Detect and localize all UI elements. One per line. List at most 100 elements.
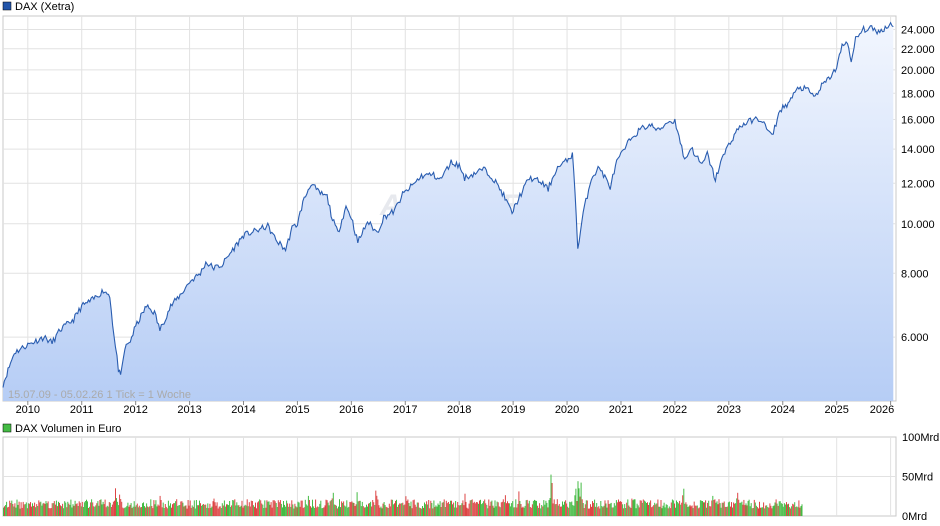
volume-bar: [568, 507, 570, 516]
volume-bar: [458, 505, 460, 516]
volume-bar: [91, 499, 93, 516]
volume-bar: [509, 503, 511, 516]
volume-bar: [383, 502, 385, 516]
volume-bar: [632, 500, 634, 516]
volume-bar: [122, 507, 124, 516]
volume-bar: [465, 501, 467, 516]
volume-bar: [414, 504, 416, 516]
volume-bar: [714, 499, 716, 516]
volume-bar: [385, 506, 387, 516]
volume-bar: [50, 508, 52, 516]
volume-bar: [344, 505, 346, 516]
volume-bar: [535, 500, 536, 516]
volume-bar: [25, 502, 27, 516]
volume-bar: [106, 505, 108, 516]
volume-bar: [388, 503, 390, 516]
volume-bar: [626, 502, 628, 516]
volume-bar: [420, 508, 422, 516]
volume-bar: [49, 508, 51, 516]
volume-bar: [154, 504, 156, 516]
volume-bar: [712, 495, 714, 516]
volume-bar: [796, 506, 798, 516]
volume-bar: [220, 508, 222, 516]
volume-bar: [363, 507, 365, 516]
volume-bar: [751, 508, 753, 516]
volume-bar: [687, 507, 689, 516]
volume-bar: [401, 503, 403, 516]
volume-bar: [73, 505, 75, 516]
volume-bar: [366, 504, 367, 516]
volume-bar: [322, 508, 324, 516]
volume-bar: [605, 503, 607, 516]
volume-bar: [333, 504, 335, 516]
volume-bar: [504, 495, 506, 516]
volume-bar: [245, 505, 247, 516]
volume-bar: [787, 504, 788, 516]
volume-bar: [462, 500, 464, 516]
volume-bar: [396, 499, 397, 516]
volume-bar: [792, 503, 794, 516]
volume-bar: [235, 505, 237, 516]
volume-bar: [517, 504, 519, 516]
volume-bar: [574, 495, 576, 516]
volume-bar: [274, 501, 276, 516]
volume-bar: [373, 502, 375, 516]
volume-bar: [350, 502, 352, 516]
volume-bar: [416, 502, 418, 516]
volume-bar: [56, 506, 58, 516]
volume-bar: [446, 503, 448, 516]
volume-bar: [612, 507, 614, 516]
volume-bar: [258, 501, 260, 516]
volume-bar: [476, 502, 478, 516]
volume-bar: [257, 502, 259, 516]
volume-bar: [647, 502, 648, 516]
volume-bar: [324, 505, 326, 516]
volume-bar: [643, 500, 645, 516]
volume-bar: [486, 504, 488, 516]
volume-bar: [531, 504, 533, 516]
volume-bar: [89, 506, 91, 516]
volume-bar: [758, 508, 759, 516]
volume-bar: [784, 504, 786, 516]
volume-y-tick-label: 100Mrd: [902, 432, 939, 444]
volume-bar: [121, 501, 123, 516]
volume-bar: [301, 500, 303, 516]
volume-bar: [94, 506, 96, 516]
volume-bar: [76, 503, 78, 516]
volume-bar: [390, 499, 392, 516]
volume-bar: [82, 507, 84, 516]
volume-bar: [681, 502, 683, 516]
volume-bar: [81, 501, 83, 516]
volume-bar: [516, 507, 518, 516]
volume-bar: [786, 502, 787, 516]
volume-bar: [723, 501, 725, 516]
volume-bar: [215, 505, 217, 516]
volume-bar: [38, 500, 40, 516]
volume-bar: [5, 505, 7, 516]
volume-bar: [633, 499, 635, 516]
volume-bar: [438, 504, 440, 516]
x-tick-label: 2022: [663, 404, 687, 416]
volume-bar: [468, 503, 470, 516]
volume-bar: [147, 506, 149, 516]
volume-bar: [644, 501, 646, 516]
volume-bar: [48, 508, 50, 516]
volume-bar: [686, 504, 688, 516]
volume-bar: [70, 499, 72, 516]
volume-bar: [519, 501, 521, 516]
volume-bar: [277, 500, 279, 516]
volume-bar: [104, 499, 106, 516]
volume-bar: [742, 504, 744, 516]
volume-bar: [559, 506, 561, 516]
volume-bar: [487, 508, 489, 516]
volume-bar: [78, 501, 80, 516]
volume-bar: [800, 506, 802, 516]
volume-bar: [26, 508, 28, 516]
volume-bar: [654, 502, 656, 516]
volume-bar: [161, 507, 163, 516]
volume-bar: [467, 508, 469, 516]
volume-bar: [724, 506, 726, 516]
volume-bar: [471, 499, 473, 516]
volume-bar: [764, 508, 766, 516]
